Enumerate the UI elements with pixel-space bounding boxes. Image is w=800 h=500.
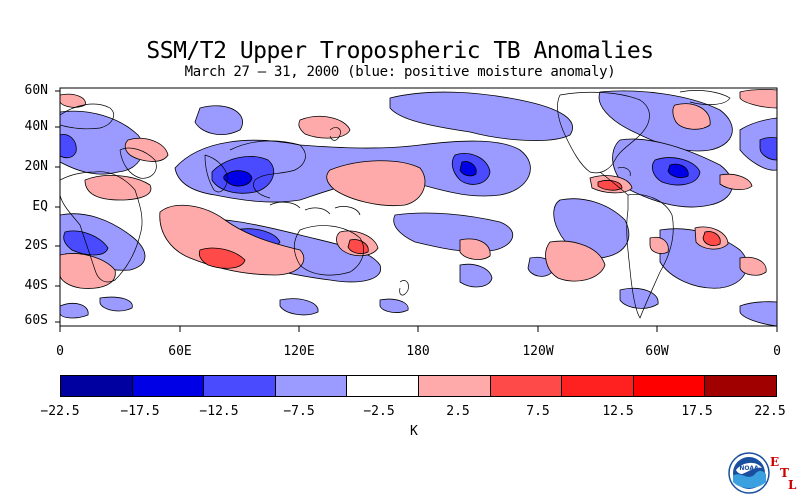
lab-letter: L bbox=[788, 478, 797, 492]
lat-label: 40N bbox=[24, 119, 48, 134]
lon-label: 120W bbox=[522, 344, 554, 359]
logo-wordmark: NOAA bbox=[739, 465, 759, 472]
map-title: SSM/T2 Upper Tropospheric TB Anomalies bbox=[146, 38, 654, 64]
colorbar-tick-label: 22.5 bbox=[754, 404, 786, 419]
lon-ticks bbox=[59, 326, 778, 332]
colorbar-tick-label: 7.5 bbox=[526, 404, 550, 419]
coastlines bbox=[60, 90, 731, 319]
map-subtitle: March 27 – 31, 2000 (blue: positive mois… bbox=[184, 64, 616, 80]
colorbar-swatch bbox=[132, 376, 205, 396]
lab-letter: E bbox=[770, 455, 780, 469]
colorbar-tick-label: −7.5 bbox=[283, 404, 315, 419]
colorbar-swatch bbox=[61, 376, 133, 396]
colorbar-unit: K bbox=[410, 424, 418, 439]
noaa-logo: NOAA bbox=[728, 452, 770, 494]
lon-label: 0 bbox=[773, 344, 781, 359]
colorbar-swatch bbox=[418, 376, 491, 396]
colorbar-tick-label: −2.5 bbox=[363, 404, 395, 419]
lat-ticks bbox=[55, 90, 60, 323]
colorbar-tick-label: −12.5 bbox=[199, 404, 239, 419]
colorbar-swatch bbox=[347, 376, 419, 396]
lat-label: 20N bbox=[24, 159, 48, 174]
colorbar-swatch bbox=[275, 376, 348, 396]
colorbar-swatch bbox=[490, 376, 563, 396]
colorbar-tick-label: 12.5 bbox=[602, 404, 634, 419]
colorbar-tick-label: 2.5 bbox=[446, 404, 470, 419]
lon-label: 60E bbox=[168, 344, 192, 359]
lat-label: 40S bbox=[24, 278, 48, 293]
colorbar-tick-label: −17.5 bbox=[120, 404, 160, 419]
colorbar-swatch bbox=[633, 376, 706, 396]
light-red-anomaly-regions bbox=[60, 89, 777, 289]
mid-red-anomaly-regions bbox=[198, 180, 721, 269]
colorbar-swatch bbox=[562, 376, 634, 396]
colorbar bbox=[60, 375, 777, 397]
lat-label: EQ bbox=[32, 199, 48, 214]
colorbar-tick-label: −22.5 bbox=[40, 404, 80, 419]
lat-label: 60N bbox=[24, 83, 48, 98]
lon-label: 60W bbox=[645, 344, 669, 359]
lon-label: 120E bbox=[283, 344, 315, 359]
lat-label: 20S bbox=[24, 238, 48, 253]
lon-label: 180 bbox=[406, 344, 430, 359]
colorbar-tick-label: 17.5 bbox=[681, 404, 713, 419]
colorbar-swatch bbox=[204, 376, 276, 396]
colorbar-swatch bbox=[705, 376, 776, 396]
lat-label: 60S bbox=[24, 313, 48, 328]
deep-blue-anomaly-regions bbox=[223, 161, 689, 187]
lab-letter: T bbox=[780, 466, 789, 480]
lon-label: 0 bbox=[56, 344, 64, 359]
